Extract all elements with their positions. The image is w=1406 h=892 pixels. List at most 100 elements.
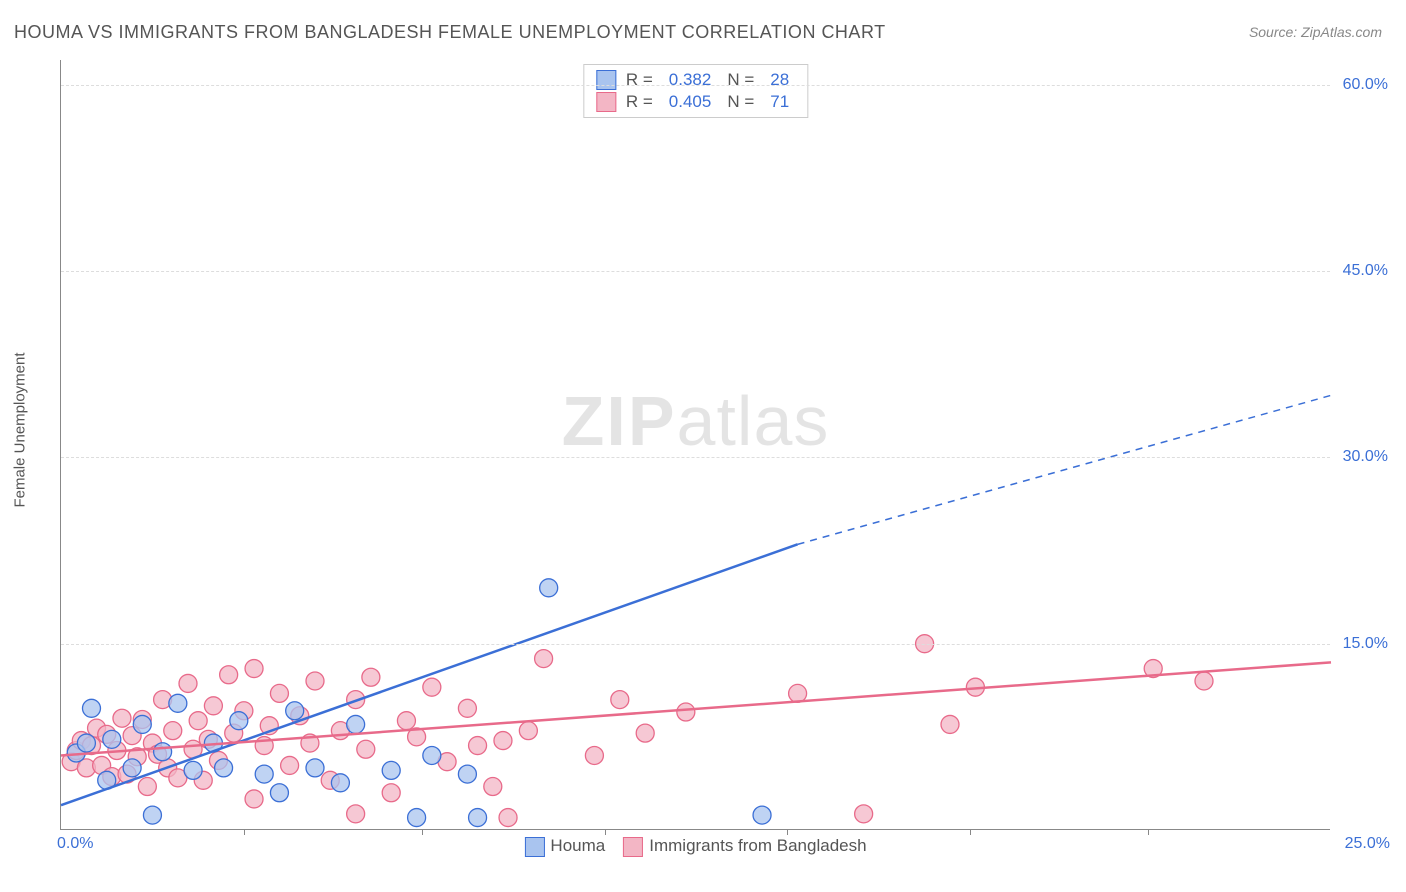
data-point	[458, 765, 476, 783]
x-tick-min: 0.0%	[57, 835, 93, 853]
data-point	[103, 730, 121, 748]
data-point	[362, 668, 380, 686]
legend-stats-row-1: R = 0.405 N = 71	[596, 91, 795, 113]
data-point	[123, 759, 141, 777]
data-point	[855, 805, 873, 823]
r-label: R =	[626, 92, 653, 112]
data-point	[230, 712, 248, 730]
data-point	[179, 674, 197, 692]
data-point	[484, 778, 502, 796]
data-point	[423, 678, 441, 696]
y-tick-label: 45.0%	[1343, 262, 1388, 280]
data-point	[494, 732, 512, 750]
x-tick-mark	[970, 829, 971, 835]
y-tick-label: 30.0%	[1343, 448, 1388, 466]
data-point	[382, 784, 400, 802]
data-point	[519, 722, 537, 740]
chart-title: HOUMA VS IMMIGRANTS FROM BANGLADESH FEMA…	[14, 22, 886, 43]
gridline	[61, 457, 1330, 458]
chart-svg	[61, 60, 1330, 829]
x-tick-mark	[787, 829, 788, 835]
data-point	[133, 715, 151, 733]
x-tick-max: 25.0%	[1345, 835, 1390, 853]
data-point	[138, 778, 156, 796]
y-axis-label: Female Unemployment	[12, 352, 29, 507]
data-point	[458, 699, 476, 717]
data-point	[331, 774, 349, 792]
legend-series: Houma Immigrants from Bangladesh	[524, 836, 866, 857]
trend-line-extrapolated	[798, 395, 1331, 544]
n-label: N =	[727, 70, 754, 90]
legend-stats: R = 0.382 N = 28 R = 0.405 N = 71	[583, 64, 808, 118]
data-point	[499, 809, 517, 827]
data-point	[347, 715, 365, 733]
x-tick-mark	[605, 829, 606, 835]
data-point	[357, 740, 375, 758]
data-point	[270, 684, 288, 702]
data-point	[397, 712, 415, 730]
r-value-0: 0.382	[669, 70, 712, 90]
data-point	[347, 805, 365, 823]
x-tick-mark	[1148, 829, 1149, 835]
data-point	[215, 759, 233, 777]
legend-swatch-houma	[596, 70, 616, 90]
data-point	[255, 765, 273, 783]
data-point	[408, 809, 426, 827]
data-point	[306, 759, 324, 777]
legend-swatch-icon	[524, 837, 544, 857]
data-point	[469, 737, 487, 755]
gridline	[61, 644, 1330, 645]
y-tick-label: 15.0%	[1343, 635, 1388, 653]
r-label: R =	[626, 70, 653, 90]
data-point	[789, 684, 807, 702]
data-point	[281, 756, 299, 774]
legend-stats-row-0: R = 0.382 N = 28	[596, 69, 795, 91]
data-point	[270, 784, 288, 802]
x-tick-mark	[422, 829, 423, 835]
data-point	[423, 746, 441, 764]
data-point	[677, 703, 695, 721]
data-point	[245, 660, 263, 678]
gridline	[61, 85, 1330, 86]
x-tick-mark	[244, 829, 245, 835]
data-point	[286, 702, 304, 720]
data-point	[184, 761, 202, 779]
data-point	[611, 691, 629, 709]
data-point	[1195, 672, 1213, 690]
data-point	[382, 761, 400, 779]
legend-label: Immigrants from Bangladesh	[649, 836, 866, 855]
data-point	[220, 666, 238, 684]
data-point	[535, 650, 553, 668]
r-value-1: 0.405	[669, 92, 712, 112]
plot-area: ZIPatlas R = 0.382 N = 28 R = 0.405 N = …	[60, 60, 1330, 830]
n-label: N =	[727, 92, 754, 112]
legend-swatch-icon	[623, 837, 643, 857]
trend-line	[61, 544, 798, 805]
data-point	[154, 743, 172, 761]
data-point	[204, 697, 222, 715]
data-point	[77, 734, 95, 752]
data-point	[245, 790, 263, 808]
data-point	[164, 722, 182, 740]
data-point	[941, 715, 959, 733]
data-point	[189, 712, 207, 730]
data-point	[585, 746, 603, 764]
legend-item-bangladesh: Immigrants from Bangladesh	[623, 836, 866, 857]
data-point	[469, 809, 487, 827]
source-attribution: Source: ZipAtlas.com	[1249, 24, 1382, 40]
data-point	[82, 699, 100, 717]
n-value-1: 71	[770, 92, 789, 112]
n-value-0: 28	[770, 70, 789, 90]
gridline	[61, 271, 1330, 272]
data-point	[540, 579, 558, 597]
y-tick-label: 60.0%	[1343, 76, 1388, 94]
data-point	[169, 694, 187, 712]
legend-swatch-bangladesh	[596, 92, 616, 112]
data-point	[306, 672, 324, 690]
legend-item-houma: Houma	[524, 836, 605, 857]
data-point	[636, 724, 654, 742]
legend-label: Houma	[550, 836, 605, 855]
data-point	[113, 709, 131, 727]
data-point	[143, 806, 161, 824]
data-point	[753, 806, 771, 824]
